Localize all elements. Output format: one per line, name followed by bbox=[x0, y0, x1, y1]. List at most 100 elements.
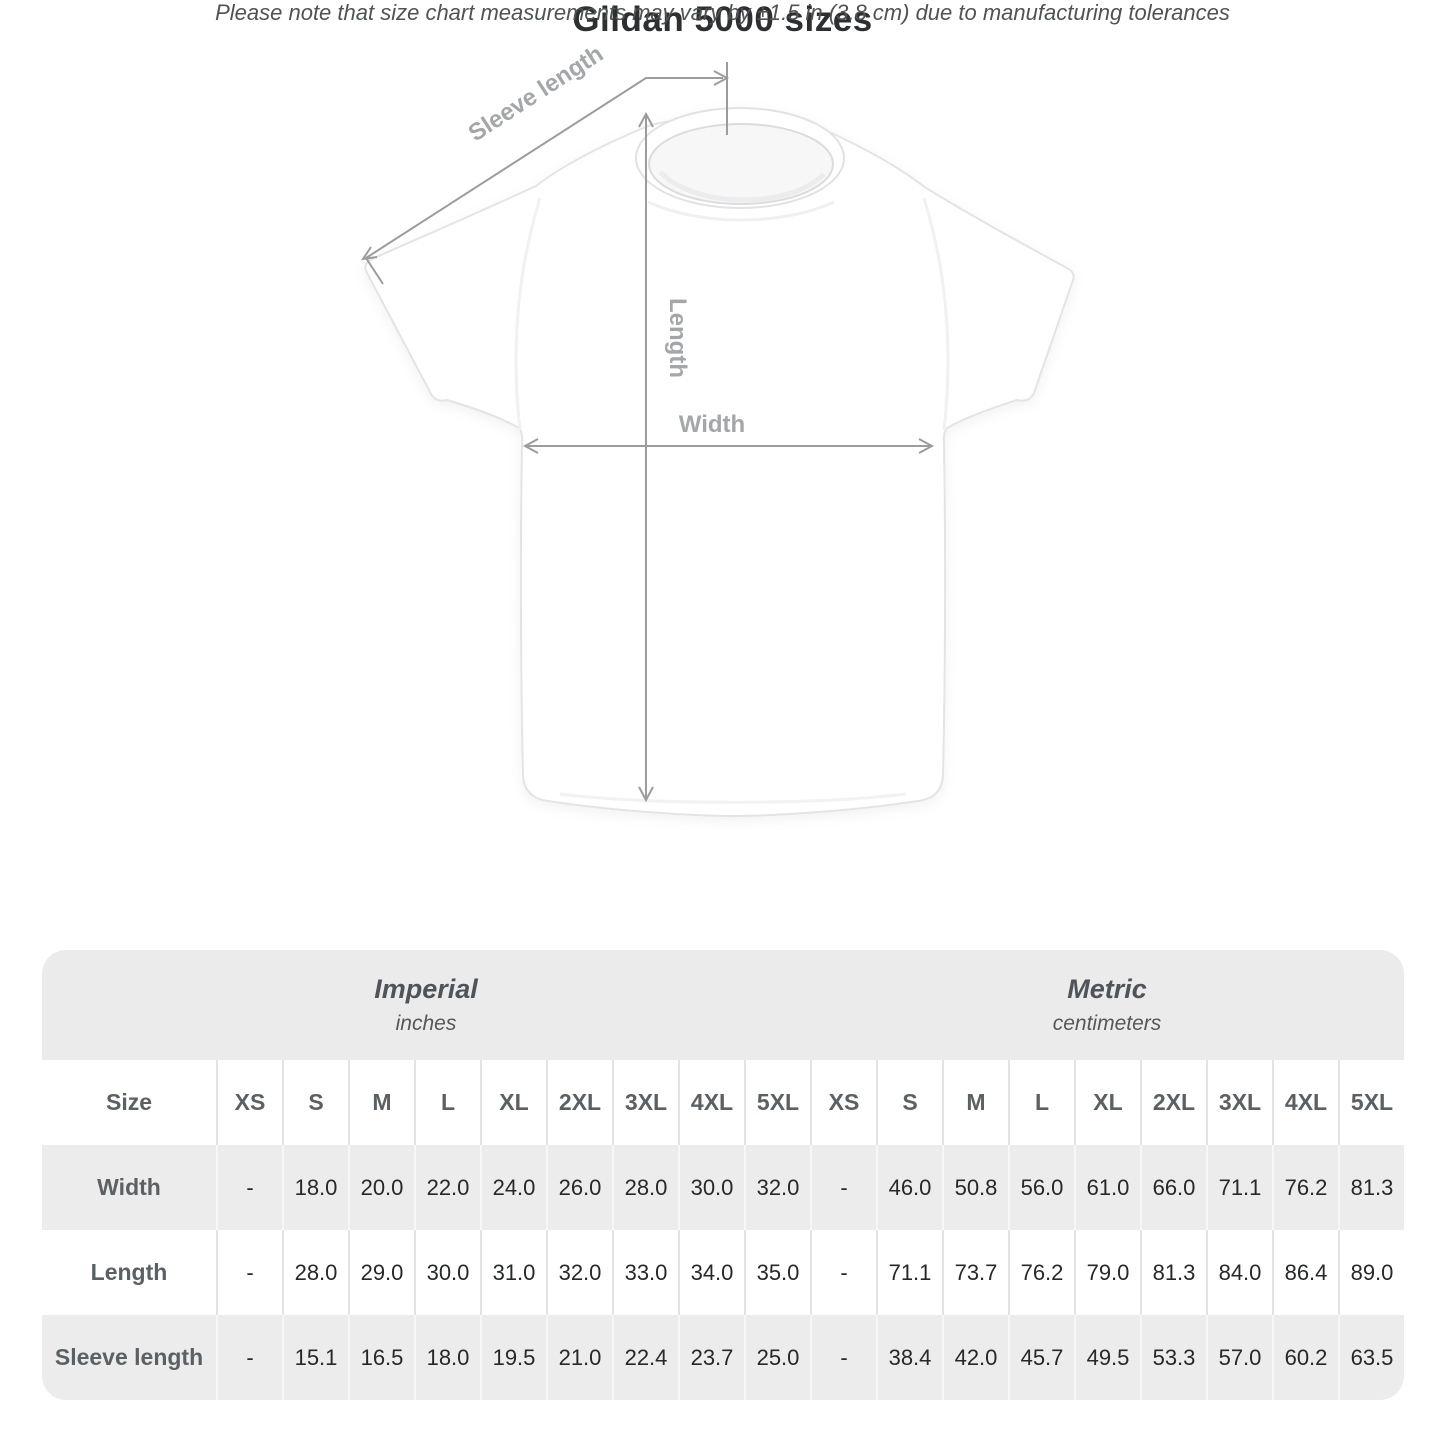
value-cell: 45.7 bbox=[1008, 1315, 1074, 1400]
metric-header: Metric centimeters bbox=[810, 950, 1404, 1060]
length-label: Length bbox=[664, 298, 691, 378]
size-header-cell: M bbox=[348, 1060, 414, 1145]
size-header-cell: M bbox=[942, 1060, 1008, 1145]
size-header-cell: 5XL bbox=[744, 1060, 810, 1145]
tshirt-measurement-diagram: Sleeve length Length Width bbox=[360, 40, 1075, 818]
width-label: Width bbox=[679, 411, 745, 438]
value-cell: 18.0 bbox=[414, 1315, 480, 1400]
value-cell: 24.0 bbox=[480, 1145, 546, 1230]
value-cell: - bbox=[810, 1315, 876, 1400]
imperial-label: Imperial bbox=[374, 974, 478, 1004]
size-header-cell: XS bbox=[810, 1060, 876, 1145]
value-cell: 30.0 bbox=[678, 1145, 744, 1230]
value-cell: 56.0 bbox=[1008, 1145, 1074, 1230]
value-cell: - bbox=[216, 1315, 282, 1400]
row-label: Length bbox=[90, 1259, 168, 1285]
value-cell: 33.0 bbox=[612, 1230, 678, 1315]
size-header-cell: XL bbox=[480, 1060, 546, 1145]
table-row: Length -28.0 29.0 30.0 31.0 32.0 33.0 34.0 35.0-… bbox=[42, 1230, 1404, 1315]
page-title: Gildan 5000 sizes bbox=[572, 0, 873, 39]
value-cell: 84.0 bbox=[1206, 1230, 1272, 1315]
value-cell: - bbox=[216, 1230, 282, 1315]
value-cell: 76.2 bbox=[1272, 1145, 1338, 1230]
value-cell: - bbox=[810, 1230, 876, 1315]
value-cell: 30.0 bbox=[414, 1230, 480, 1315]
size-table: Imperial inches Metric centimeters Size X… bbox=[42, 950, 1404, 1400]
size-header-cell: 5XL bbox=[1338, 1060, 1404, 1145]
size-header-cell: 4XL bbox=[678, 1060, 744, 1145]
row-label: Width bbox=[97, 1174, 161, 1200]
value-cell: 79.0 bbox=[1074, 1230, 1140, 1315]
size-header-cell: S bbox=[876, 1060, 942, 1145]
value-cell: 29.0 bbox=[348, 1230, 414, 1315]
value-cell: 22.0 bbox=[414, 1145, 480, 1230]
size-table-body: Size XS S M L XL 2XL 3XL 4XL 5XL XS S M L XL 2XL 3XL 4XL 5… bbox=[42, 1060, 1404, 1400]
tolerance-note: Please note that size chart measurements… bbox=[215, 0, 1230, 25]
value-cell: 42.0 bbox=[942, 1315, 1008, 1400]
size-header-cell: 2XL bbox=[546, 1060, 612, 1145]
value-cell: 18.0 bbox=[282, 1145, 348, 1230]
size-header-cell: 3XL bbox=[612, 1060, 678, 1145]
value-cell: 23.7 bbox=[678, 1315, 744, 1400]
metric-unit-label: centimeters bbox=[1052, 1012, 1162, 1035]
value-cell: 26.0 bbox=[546, 1145, 612, 1230]
value-cell: 61.0 bbox=[1074, 1145, 1140, 1230]
value-cell: 15.1 bbox=[282, 1315, 348, 1400]
value-cell: 81.3 bbox=[1140, 1230, 1206, 1315]
value-cell: 60.2 bbox=[1272, 1315, 1338, 1400]
size-header-cell: L bbox=[1008, 1060, 1074, 1145]
value-cell: 71.1 bbox=[1206, 1145, 1272, 1230]
table-row: Size XS S M L XL 2XL 3XL 4XL 5XL XS S M L XL 2XL 3XL 4XL 5… bbox=[42, 1060, 1404, 1145]
value-cell: 20.0 bbox=[348, 1145, 414, 1230]
value-cell: 38.4 bbox=[876, 1315, 942, 1400]
value-cell: - bbox=[810, 1145, 876, 1230]
value-cell: 66.0 bbox=[1140, 1145, 1206, 1230]
value-cell: 28.0 bbox=[612, 1145, 678, 1230]
size-header-cell: XS bbox=[216, 1060, 282, 1145]
size-header-cell: L bbox=[414, 1060, 480, 1145]
value-cell: - bbox=[216, 1145, 282, 1230]
value-cell: 35.0 bbox=[744, 1230, 810, 1315]
value-cell: 76.2 bbox=[1008, 1230, 1074, 1315]
value-cell: 46.0 bbox=[876, 1145, 942, 1230]
row-label: Sleeve length bbox=[54, 1344, 204, 1370]
value-cell: 63.5 bbox=[1338, 1315, 1404, 1400]
size-header-cell: S bbox=[282, 1060, 348, 1145]
value-cell: 21.0 bbox=[546, 1315, 612, 1400]
value-cell: 50.8 bbox=[942, 1145, 1008, 1230]
value-cell: 28.0 bbox=[282, 1230, 348, 1315]
value-cell: 89.0 bbox=[1338, 1230, 1404, 1315]
value-cell: 81.3 bbox=[1338, 1145, 1404, 1230]
size-header-cell: 2XL bbox=[1140, 1060, 1206, 1145]
sleeve-length-label: Sleeve length bbox=[464, 40, 608, 147]
value-cell: 32.0 bbox=[744, 1145, 810, 1230]
width-arrow bbox=[522, 438, 935, 454]
value-cell: 25.0 bbox=[744, 1315, 810, 1400]
metric-label: Metric bbox=[1067, 974, 1147, 1004]
value-cell: 57.0 bbox=[1206, 1315, 1272, 1400]
value-cell: 86.4 bbox=[1272, 1230, 1338, 1315]
tshirt-graphic bbox=[364, 107, 1075, 818]
sleeve-length-arrow bbox=[360, 62, 730, 285]
value-cell: 73.7 bbox=[942, 1230, 1008, 1315]
size-column-header: Size bbox=[105, 1089, 153, 1115]
value-cell: 31.0 bbox=[480, 1230, 546, 1315]
table-row: Sleeve length -15.1 16.5 18.0 19.5 21.0 22.4 23… bbox=[42, 1315, 1404, 1400]
value-cell: 53.3 bbox=[1140, 1315, 1206, 1400]
size-header-cell: XL bbox=[1074, 1060, 1140, 1145]
value-cell: 32.0 bbox=[546, 1230, 612, 1315]
size-header-cell: 4XL bbox=[1272, 1060, 1338, 1145]
size-header-cell: 3XL bbox=[1206, 1060, 1272, 1145]
value-cell: 34.0 bbox=[678, 1230, 744, 1315]
table-row: Width -18.0 20.0 22.0 24.0 26.0 28.0 30.0 32.0-4… bbox=[42, 1145, 1404, 1230]
value-cell: 22.4 bbox=[612, 1315, 678, 1400]
unit-header-band: Imperial inches Metric centimeters bbox=[42, 950, 1404, 1060]
length-arrow bbox=[638, 111, 654, 803]
imperial-unit-label: inches bbox=[395, 1012, 457, 1035]
value-cell: 19.5 bbox=[480, 1315, 546, 1400]
value-cell: 16.5 bbox=[348, 1315, 414, 1400]
value-cell: 49.5 bbox=[1074, 1315, 1140, 1400]
value-cell: 71.1 bbox=[876, 1230, 942, 1315]
imperial-header: Imperial inches bbox=[42, 950, 810, 1060]
